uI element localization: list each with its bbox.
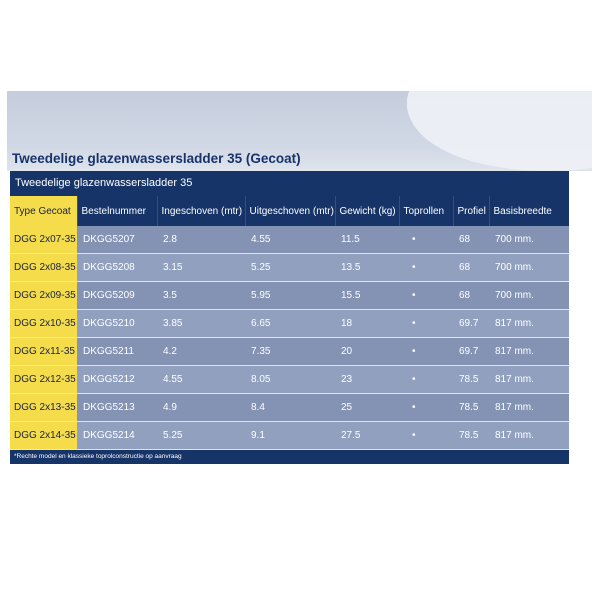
cell-toprollen: • bbox=[399, 253, 453, 282]
table-footnote: *Rechte model en klassieke toprolconstru… bbox=[10, 450, 569, 464]
cell-gewicht: 15.5 bbox=[335, 281, 399, 310]
cell-type: DGG 2x09-35 bbox=[10, 281, 77, 310]
cell-gewicht: 18 bbox=[335, 309, 399, 338]
cell-profiel: 68 bbox=[453, 226, 489, 254]
cell-bestelnummer: DKGG5210 bbox=[77, 309, 157, 338]
cell-uitgeschoven: 5.95 bbox=[245, 281, 335, 310]
cell-ingeschoven: 3.5 bbox=[157, 281, 245, 310]
cell-toprollen: • bbox=[399, 337, 453, 366]
cell-bestelnummer: DKGG5211 bbox=[77, 337, 157, 366]
cell-ingeschoven: 4.55 bbox=[157, 365, 245, 394]
cell-gewicht: 25 bbox=[335, 393, 399, 422]
table-row: DGG 2x07-35 DKGG5207 2.8 4.55 11.5 • 68 700 mm. bbox=[10, 226, 569, 254]
cell-bestelnummer: DKGG5209 bbox=[77, 281, 157, 310]
column-header-basisbreedte: Basisbreedte bbox=[488, 196, 569, 226]
cell-basisbreedte: 817 mm. bbox=[489, 393, 569, 422]
table-body: DGG 2x07-35 DKGG5207 2.8 4.55 11.5 • 68 700 mm.… bbox=[10, 226, 569, 450]
cell-ingeschoven: 3.15 bbox=[157, 253, 245, 282]
table-row: DGG 2x14-35 DKGG5214 5.25 9.1 27.5 • 78.5 817 m… bbox=[10, 421, 569, 450]
cell-type: DGG 2x11-35 bbox=[10, 337, 77, 366]
cell-uitgeschoven: 8.05 bbox=[245, 365, 335, 394]
table-row: DGG 2x11-35 DKGG5211 4.2 7.35 20 • 69.7 817 mm. bbox=[10, 337, 569, 366]
cell-toprollen: • bbox=[399, 365, 453, 394]
cell-bestelnummer: DKGG5214 bbox=[77, 421, 157, 450]
cell-bestelnummer: DKGG5212 bbox=[77, 365, 157, 394]
column-header-type: Type Gecoat bbox=[10, 196, 77, 226]
column-header-gewicht: Gewicht (kg) bbox=[334, 196, 399, 226]
column-header-profiel: Profiel bbox=[452, 196, 489, 226]
cell-toprollen: • bbox=[399, 281, 453, 310]
table-title: Tweedelige glazenwassersladder 35 bbox=[10, 171, 569, 196]
table-row: DGG 2x09-35 DKGG5209 3.5 5.95 15.5 • 68 700 mm. bbox=[10, 281, 569, 310]
cell-bestelnummer: DKGG5208 bbox=[77, 253, 157, 282]
cell-ingeschoven: 4.2 bbox=[157, 337, 245, 366]
cell-toprollen: • bbox=[399, 393, 453, 422]
cell-uitgeschoven: 4.55 bbox=[245, 226, 335, 254]
column-header-toprollen: Toprollen bbox=[398, 196, 453, 226]
cell-profiel: 78.5 bbox=[453, 421, 489, 450]
table-row: DGG 2x13-35 DKGG5213 4.9 8.4 25 • 78.5 817 mm. bbox=[10, 393, 569, 422]
column-header-bestelnummer: Bestelnummer bbox=[76, 196, 157, 226]
cell-basisbreedte: 817 mm. bbox=[489, 309, 569, 338]
cell-uitgeschoven: 7.35 bbox=[245, 337, 335, 366]
table-row: DGG 2x08-35 DKGG5208 3.15 5.25 13.5 • 68 700 mm… bbox=[10, 253, 569, 282]
cell-basisbreedte: 817 mm. bbox=[489, 337, 569, 366]
cell-toprollen: • bbox=[399, 309, 453, 338]
cell-basisbreedte: 817 mm. bbox=[489, 365, 569, 394]
cell-ingeschoven: 5.25 bbox=[157, 421, 245, 450]
cell-type: DGG 2x13-35 bbox=[10, 393, 77, 422]
table-row: DGG 2x10-35 DKGG5210 3.85 6.65 18 • 69.7 817 mm… bbox=[10, 309, 569, 338]
cell-profiel: 78.5 bbox=[453, 393, 489, 422]
product-table-container: Tweedelige glazenwassersladder 35 Type G… bbox=[10, 171, 569, 464]
cell-type: DGG 2x07-35 bbox=[10, 226, 77, 254]
product-table: Type Gecoat Bestelnummer Ingeschoven (mtr)… bbox=[10, 196, 569, 450]
table-row: DGG 2x12-35 DKGG5212 4.55 8.05 23 • 78.5 817 mm… bbox=[10, 365, 569, 394]
cell-gewicht: 27.5 bbox=[335, 421, 399, 450]
cell-profiel: 78.5 bbox=[453, 365, 489, 394]
cell-ingeschoven: 4.9 bbox=[157, 393, 245, 422]
cell-toprollen: • bbox=[399, 421, 453, 450]
cell-gewicht: 20 bbox=[335, 337, 399, 366]
cell-gewicht: 23 bbox=[335, 365, 399, 394]
cell-profiel: 69.7 bbox=[453, 337, 489, 366]
cell-ingeschoven: 3.85 bbox=[157, 309, 245, 338]
cell-gewicht: 11.5 bbox=[335, 226, 399, 254]
table-header-row: Type Gecoat Bestelnummer Ingeschoven (mtr)… bbox=[10, 196, 569, 226]
cell-type: DGG 2x12-35 bbox=[10, 365, 77, 394]
cell-basisbreedte: 700 mm. bbox=[489, 226, 569, 254]
cell-profiel: 69.7 bbox=[453, 309, 489, 338]
document-page: Tweedelige glazenwassersladder 35 (Gecoa… bbox=[7, 91, 592, 509]
cell-profiel: 68 bbox=[453, 281, 489, 310]
cell-bestelnummer: DKGG5207 bbox=[77, 226, 157, 254]
cell-gewicht: 13.5 bbox=[335, 253, 399, 282]
cell-ingeschoven: 2.8 bbox=[157, 226, 245, 254]
cell-type: DGG 2x08-35 bbox=[10, 253, 77, 282]
column-header-uitgeschoven: Uitgeschoven (mtr) bbox=[244, 196, 335, 226]
cell-toprollen: • bbox=[399, 226, 453, 254]
cell-basisbreedte: 700 mm. bbox=[489, 281, 569, 310]
cell-uitgeschoven: 9.1 bbox=[245, 421, 335, 450]
page-title: Tweedelige glazenwassersladder 35 (Gecoa… bbox=[12, 151, 301, 166]
column-header-ingeschoven: Ingeschoven (mtr) bbox=[156, 196, 245, 226]
cell-basisbreedte: 817 mm. bbox=[489, 421, 569, 450]
cell-uitgeschoven: 6.65 bbox=[245, 309, 335, 338]
cell-type: DGG 2x14-35 bbox=[10, 421, 77, 450]
cell-uitgeschoven: 5.25 bbox=[245, 253, 335, 282]
cell-bestelnummer: DKGG5213 bbox=[77, 393, 157, 422]
cell-profiel: 68 bbox=[453, 253, 489, 282]
cell-basisbreedte: 700 mm. bbox=[489, 253, 569, 282]
cell-type: DGG 2x10-35 bbox=[10, 309, 77, 338]
cell-uitgeschoven: 8.4 bbox=[245, 393, 335, 422]
